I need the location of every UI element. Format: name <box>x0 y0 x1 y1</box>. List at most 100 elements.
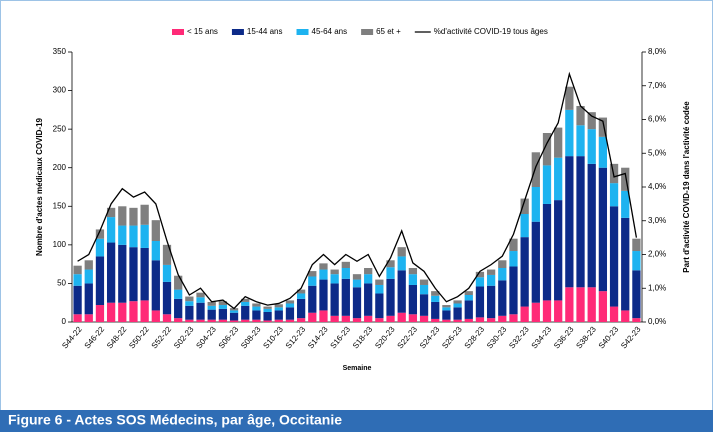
bar-segment <box>397 256 406 271</box>
bar-segment <box>598 136 608 168</box>
bar-segment <box>296 298 306 319</box>
bar-segment <box>621 167 630 191</box>
bar-segment <box>397 312 406 322</box>
bar-segment <box>207 319 216 322</box>
bar-segment <box>252 306 261 311</box>
bar-segment <box>531 152 540 187</box>
bar-segment <box>565 287 574 322</box>
bar-segment <box>632 251 641 271</box>
bar-segment <box>185 301 194 306</box>
bar-segment <box>408 314 418 322</box>
bar-segment <box>364 274 373 284</box>
bar-segment <box>587 163 596 288</box>
bar-segment <box>319 310 328 322</box>
bar-segment <box>419 294 429 316</box>
legend-label: %d'activité COVID-19 tous âges <box>434 27 548 36</box>
bar-segment <box>285 307 295 320</box>
y2-tick-label: 0,0% <box>648 317 666 326</box>
bar-segment <box>632 270 641 319</box>
bar-segment <box>587 112 596 130</box>
y2-tick-label: 6,0% <box>648 115 666 124</box>
bar-segment <box>554 200 563 301</box>
bar-segment <box>151 260 160 311</box>
bar-segment <box>207 301 216 306</box>
legend-label: 45-64 ans <box>312 27 348 36</box>
bar-segment <box>118 206 127 226</box>
bar-segment <box>453 300 462 304</box>
bar-segment <box>151 241 160 261</box>
legend-label: 15-44 ans <box>247 27 283 36</box>
y2-tick-label: 4,0% <box>648 182 666 191</box>
bar-segment <box>151 220 160 241</box>
bar-segment <box>498 280 507 316</box>
bar-segment <box>442 319 451 322</box>
bar-segment <box>621 217 630 311</box>
bar-segment <box>397 270 406 313</box>
bar-segment <box>632 318 641 322</box>
y2-tick-label: 2,0% <box>648 250 666 259</box>
y-tick-label: 200 <box>53 163 67 172</box>
y-tick-label: 50 <box>57 279 66 288</box>
bar-segment <box>218 305 228 309</box>
bar-segment <box>498 268 507 281</box>
bar-segment <box>341 315 350 322</box>
bar-segment <box>453 319 462 322</box>
bar-segment <box>531 187 540 222</box>
bar-segment <box>140 204 149 225</box>
y2-tick-label: 1,0% <box>648 283 666 292</box>
bar-segment <box>162 314 172 322</box>
bar-segment <box>95 305 105 322</box>
bar-segment <box>162 281 172 315</box>
bar-segment <box>129 225 138 248</box>
bar-segment <box>609 183 619 207</box>
legend-swatch <box>361 29 374 35</box>
bar-segment <box>554 300 563 322</box>
y-tick-label: 100 <box>53 240 67 249</box>
bar-segment <box>174 275 183 290</box>
bar-segment <box>274 304 283 308</box>
bar-segment <box>129 301 138 322</box>
bar-segment <box>509 251 518 267</box>
bar-segment <box>364 315 373 322</box>
bar-segment <box>509 266 518 315</box>
bar-segment <box>218 301 228 306</box>
line-series <box>77 71 638 310</box>
bar-segment <box>408 268 418 275</box>
bar-segment <box>285 319 295 322</box>
bar-segment <box>207 309 216 320</box>
bar-segment <box>185 296 194 302</box>
bar-segment <box>621 310 630 322</box>
bar-segment <box>587 287 596 322</box>
bar-segment <box>84 314 93 322</box>
bar-segment <box>442 307 451 311</box>
y2-axis-title: Part d'activité COVID-19 dans l'activité… <box>682 101 691 273</box>
bar-segment <box>218 319 228 322</box>
bar-segment <box>509 314 518 322</box>
bar-segment <box>162 244 172 265</box>
bar-segment <box>330 274 339 284</box>
bar-segment <box>397 247 406 257</box>
x-axis-title: Semaine <box>343 365 372 372</box>
bar-segment <box>565 109 574 157</box>
bar-segment <box>386 267 395 279</box>
bar-segment <box>330 315 339 322</box>
bar-segment <box>542 133 552 166</box>
bar-segment <box>140 224 149 248</box>
bar-segment <box>285 303 295 308</box>
bar-segment <box>118 302 127 322</box>
bar-segment <box>73 265 82 275</box>
bar-segment <box>106 217 116 243</box>
bar-segment <box>185 319 194 322</box>
bar-segment <box>73 314 82 322</box>
bar-segment <box>129 247 138 302</box>
bar-segment <box>174 318 183 322</box>
bar-segment <box>241 319 250 322</box>
bar-segment <box>308 312 317 322</box>
bar-segment <box>375 279 384 285</box>
bar-segment <box>453 303 462 308</box>
bar-segment <box>419 315 429 322</box>
bar-segment <box>263 311 272 321</box>
bar-segment <box>520 198 529 214</box>
bar-segment <box>106 302 116 322</box>
bar-segment <box>229 312 239 321</box>
